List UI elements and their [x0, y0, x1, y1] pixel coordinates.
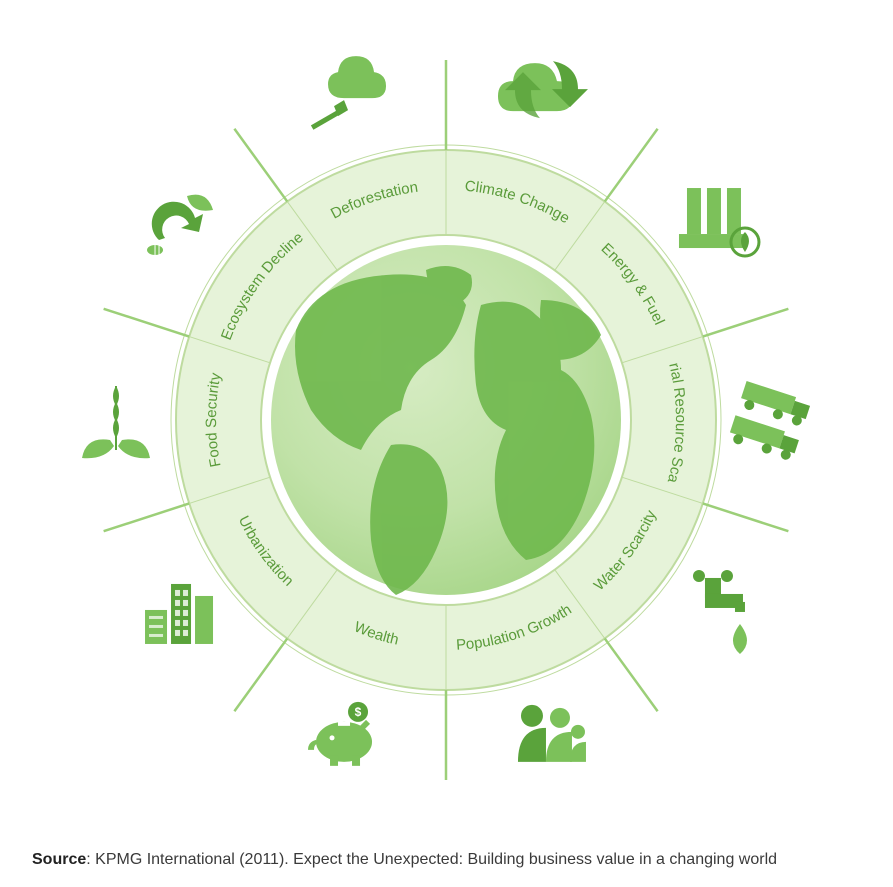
divider-line	[234, 638, 287, 711]
divider-line	[605, 129, 658, 202]
source-line: Source: KPMG International (2011). Expec…	[32, 851, 777, 869]
population-icon	[518, 705, 586, 762]
material-icon	[727, 381, 811, 462]
divider-line	[605, 638, 658, 711]
svg-text:$: $	[355, 705, 362, 719]
deforestation-icon	[311, 56, 386, 130]
divider-line	[234, 129, 287, 202]
divider-line	[703, 309, 789, 337]
urban-icon	[145, 584, 213, 644]
ecosystem-icon	[147, 195, 213, 255]
climate-icon	[498, 61, 588, 118]
source-prefix: Source	[32, 851, 86, 868]
food-icon	[82, 386, 150, 458]
wealth-icon: $	[308, 702, 372, 766]
divider-line	[104, 309, 190, 337]
water-icon	[693, 570, 747, 654]
source-text: : KPMG International (2011). Expect the …	[86, 851, 777, 868]
divider-line	[104, 503, 190, 531]
energy-icon	[679, 188, 759, 256]
radial-diagram: Climate ChangeEnergy & FuelMaterial Reso…	[0, 0, 893, 887]
infographic-container: Climate ChangeEnergy & FuelMaterial Reso…	[0, 0, 893, 887]
divider-line	[703, 503, 789, 531]
